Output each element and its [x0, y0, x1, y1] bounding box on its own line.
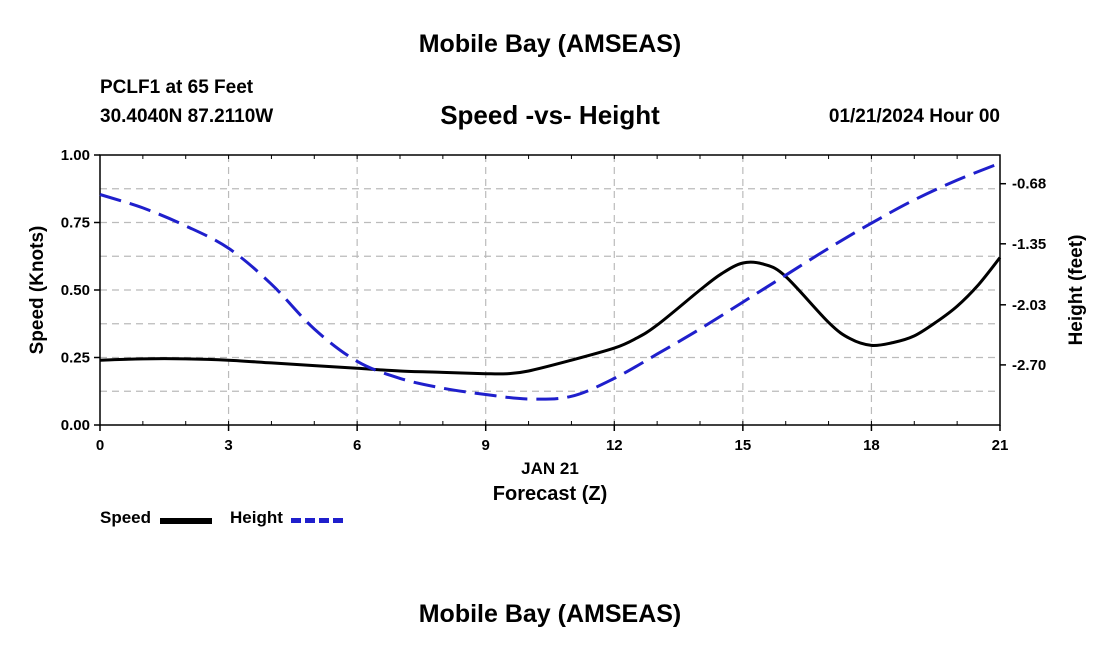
- x-tick-label: 21: [992, 437, 1009, 454]
- x-tick-label: 18: [863, 437, 880, 454]
- series-line-speed: [99, 256, 1002, 376]
- x-tick-label: 3: [224, 437, 232, 454]
- axis-ticks: 0 3 6 9 12 15 18 21 0.00 0.25 0.50 0.75 1.00 -0.68 -1.…: [61, 147, 1046, 454]
- x-axis-date-label: JAN 21: [521, 459, 579, 478]
- y-right-tick-label: -2.03: [1012, 297, 1046, 314]
- legend-height-label: Height: [230, 508, 283, 527]
- x-tick-label: 9: [482, 437, 490, 454]
- x-tick-label: 15: [735, 437, 752, 454]
- station-label: PCLF1 at 65 Feet: [100, 77, 254, 98]
- y-left-tick-label: 0.25: [61, 350, 90, 367]
- x-tick-label: 12: [606, 437, 623, 454]
- legend-speed-swatch: [160, 518, 212, 524]
- station-coordinates: 30.4040N 87.2110W: [100, 106, 274, 127]
- y-right-tick-label: -2.70: [1012, 357, 1046, 374]
- y-axis-right-label: Height (feet): [1066, 235, 1087, 346]
- y-axis-left-label: Speed (Knots): [27, 226, 48, 355]
- legend-height-swatch: [291, 518, 343, 523]
- page-title: Mobile Bay (AMSEAS): [418, 30, 682, 58]
- x-tick-label: 0: [96, 437, 104, 454]
- legend-speed-label: Speed: [100, 508, 152, 527]
- y-left-tick-label: 0.75: [61, 215, 90, 232]
- y-right-tick-label: -1.35: [1012, 236, 1046, 253]
- y-left-tick-label: 0.00: [61, 417, 90, 434]
- chart-subtitle: Speed -vs- Height: [440, 100, 660, 130]
- y-right-tick-label: -0.68: [1012, 176, 1046, 193]
- y-left-tick-label: 0.50: [61, 282, 90, 299]
- forecast-datetime: 01/21/2024 Hour 00: [828, 106, 1000, 127]
- series-line-height: [99, 161, 1001, 401]
- grid: [100, 155, 1000, 425]
- series: [99, 161, 1002, 401]
- x-tick-label: 6: [353, 437, 361, 454]
- y-left-tick-label: 1.00: [61, 147, 90, 164]
- footer-title: Mobile Bay (AMSEAS): [418, 600, 682, 628]
- x-axis-label: Forecast (Z): [493, 483, 607, 505]
